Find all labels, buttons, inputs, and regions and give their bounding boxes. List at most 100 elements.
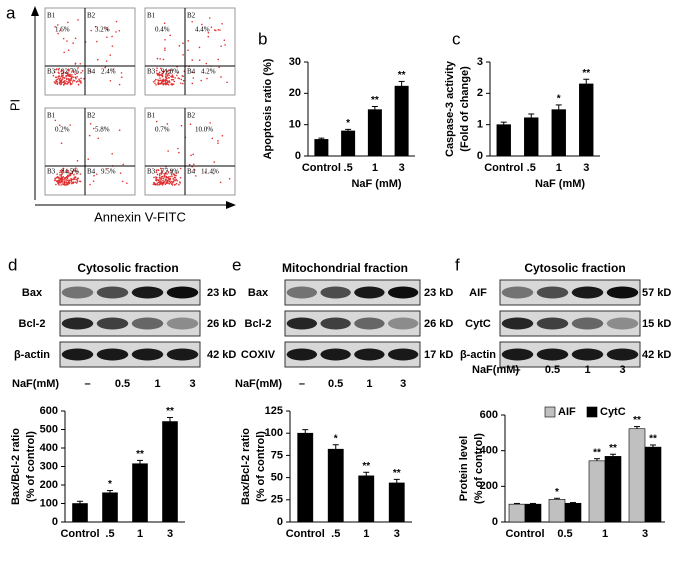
flow-dot (171, 175, 173, 178)
flow-dot (66, 179, 68, 182)
significance: * (555, 487, 559, 498)
flow-dot (53, 81, 56, 83)
flow-dot (178, 183, 180, 186)
flow-dot (106, 27, 108, 29)
blot-band (571, 317, 604, 330)
blot-band (354, 348, 385, 361)
flow-dot (77, 177, 79, 180)
flow-dot (176, 72, 179, 74)
flow-dot (71, 172, 73, 175)
panel-letter: e (232, 255, 241, 274)
flow-dot (52, 74, 55, 77)
flow-dot (95, 173, 98, 175)
flow-dot (155, 179, 158, 182)
flow-dot (167, 177, 170, 180)
flow-dot (180, 78, 183, 81)
flow-dot (64, 71, 67, 74)
flow-dot (164, 75, 167, 77)
flow-dot (71, 182, 73, 185)
flow-dot (157, 169, 160, 172)
flow-dot (167, 150, 169, 152)
treatment-label: NaF(mM) (235, 378, 282, 390)
flow-dot (61, 171, 64, 173)
flow-dot (80, 77, 82, 80)
blot-size: 15 kD (642, 318, 671, 330)
flow-dot (92, 180, 95, 182)
blot-band (387, 348, 419, 361)
flow-dot (61, 173, 63, 175)
blot-band (131, 317, 164, 330)
flow-dot (63, 82, 66, 84)
flow-dot (54, 26, 56, 28)
blot-band (320, 317, 351, 330)
flow-dot (69, 82, 72, 85)
flow-dot (77, 19, 79, 21)
flow-dot (59, 29, 62, 31)
flow-dot (74, 37, 77, 40)
flow-dot (54, 119, 57, 122)
flow-dot (160, 173, 163, 175)
y-tick-label: 2 (477, 87, 483, 99)
flow-dot (153, 176, 155, 179)
blot-band (571, 286, 604, 299)
blot-size: 17 kD (424, 349, 453, 361)
flow-dot (60, 79, 63, 81)
flow-dot (66, 177, 69, 180)
flow-dot (67, 75, 70, 77)
flow-dot (172, 180, 175, 183)
flow-dot (157, 81, 160, 84)
flow-dot (90, 29, 92, 32)
quadrant-value: 0.4% (155, 26, 170, 34)
bar (132, 463, 148, 523)
flow-dot (158, 73, 160, 76)
blot-row-label: β-actin (460, 349, 496, 361)
flow-dot (165, 82, 167, 84)
flow-dot (106, 36, 108, 38)
flow-dot (220, 45, 222, 47)
y-tick-label: 50 (271, 472, 283, 484)
flow-dot (166, 170, 169, 172)
flow-dot (74, 76, 77, 79)
flow-dot (158, 74, 161, 77)
flow-dot (226, 81, 228, 84)
flow-dot (58, 124, 61, 127)
blot-band (606, 317, 639, 330)
significance: ** (582, 68, 590, 79)
flow-dot (217, 58, 220, 61)
flow-dot (79, 173, 82, 175)
flow-dot (163, 22, 166, 25)
flow-dot (191, 82, 194, 85)
flow-dot (88, 134, 91, 137)
flow-dot (59, 179, 61, 182)
flow-dot (106, 28, 109, 31)
flow-dot (63, 177, 66, 180)
flow-dot (160, 169, 163, 172)
flow-dot (73, 174, 75, 176)
flow-dot (76, 173, 78, 175)
flow-dot (164, 79, 167, 82)
flow-dot (66, 40, 68, 42)
flow-dot (55, 68, 57, 71)
flow-dot (182, 42, 184, 44)
bar (297, 432, 314, 523)
flow-dot (217, 140, 219, 142)
quadrant-value: 11.4% (201, 168, 219, 176)
quadrant-label: B1 (47, 112, 56, 120)
flow-dot (223, 39, 226, 42)
flow-dot (169, 179, 171, 181)
legend-label: CytC (600, 406, 626, 418)
flow-dot (191, 71, 194, 74)
x-tick-label: 3 (642, 528, 648, 540)
x-tick-label: Control (505, 528, 544, 540)
flow-dot (55, 81, 57, 83)
lane-label: – (514, 364, 520, 376)
significance: ** (371, 95, 379, 106)
flow-dot (69, 74, 72, 77)
blot-size: 42 kD (207, 349, 236, 361)
flow-dot (73, 80, 76, 82)
flow-dot (160, 67, 162, 70)
flow-dot (76, 180, 79, 183)
y-tick-label: 100 (265, 427, 283, 439)
legend-label: AIF (558, 406, 576, 418)
flow-dot (118, 29, 121, 32)
